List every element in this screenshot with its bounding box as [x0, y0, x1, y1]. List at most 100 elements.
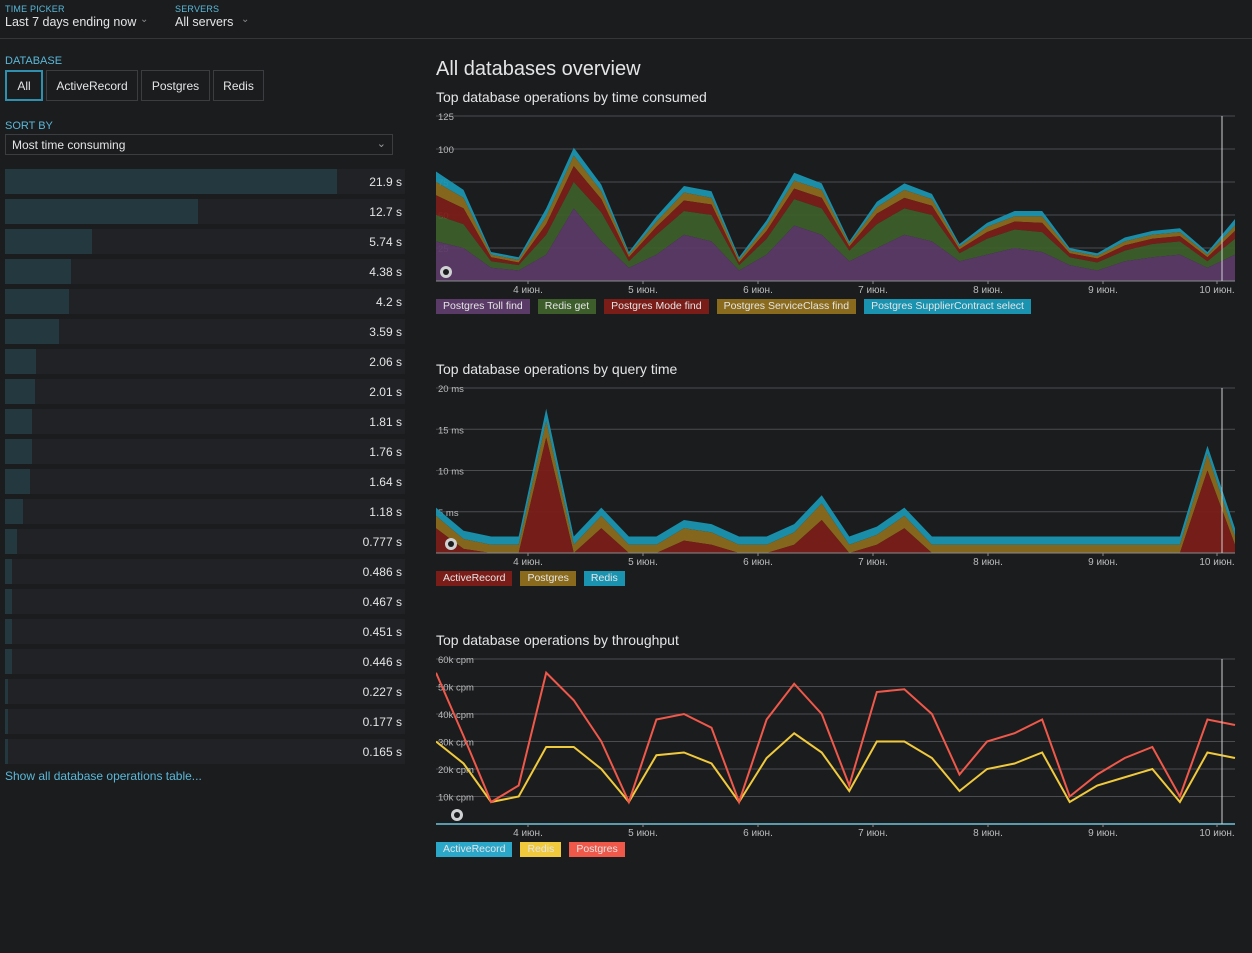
- chart-title-throughput: Top database operations by throughput: [436, 632, 679, 648]
- legend-item[interactable]: Postgres Mode find: [604, 299, 709, 314]
- eye-icon[interactable]: [445, 538, 457, 550]
- operation-time-value: 21.9 s: [369, 175, 402, 189]
- operation-time-value: 0.486 s: [362, 565, 402, 579]
- operation-time-value: 0.177 s: [362, 715, 402, 729]
- operation-time-bar: [5, 259, 72, 284]
- chevron-down-icon: ⌄: [241, 14, 250, 25]
- operation-time-value: 4.2 s: [375, 295, 402, 309]
- x-tick-label: 4 июн.: [513, 828, 543, 839]
- operation-time-value: 0.467 s: [362, 595, 402, 609]
- legend-item[interactable]: Postgres ServiceClass find: [716, 299, 857, 314]
- legend-item[interactable]: Redis: [583, 571, 625, 586]
- operation-row[interactable]: 1.81 s: [5, 409, 405, 434]
- operation-time-bar: [5, 199, 198, 224]
- operation-row[interactable]: 2.01 s: [5, 379, 405, 404]
- operation-time-bar: [5, 409, 33, 434]
- operation-time-value: 0.446 s: [362, 655, 402, 669]
- x-tick-label: 6 июн.: [743, 557, 773, 568]
- tab-activerecord[interactable]: ActiveRecord: [46, 70, 138, 101]
- operation-row[interactable]: 0.227 s: [5, 679, 405, 704]
- servers-picker[interactable]: SERVERS All servers ⌄: [175, 4, 255, 29]
- operation-row[interactable]: 4.38 s: [5, 259, 405, 284]
- operation-row[interactable]: 1.18 s: [5, 499, 405, 524]
- y-tick-label: 20k cpm: [438, 765, 474, 776]
- operation-row[interactable]: 0.165 s: [5, 739, 405, 764]
- operation-row[interactable]: 4.2 s: [5, 289, 405, 314]
- throughput-chart[interactable]: 10k cpm 20k cpm 30k cpm 40k cpm 50k cpm 60k c…: [436, 651, 1236, 841]
- time-picker-label: TIME PICKER: [5, 4, 65, 14]
- operation-time-value: 1.64 s: [369, 475, 402, 489]
- operation-row[interactable]: 0.467 s: [5, 589, 405, 614]
- database-tabs: All ActiveRecord Postgres Redis: [5, 70, 264, 101]
- legend-item[interactable]: Redis: [520, 842, 562, 857]
- tab-postgres[interactable]: Postgres: [141, 70, 210, 101]
- legend-item[interactable]: ActiveRecord: [436, 571, 513, 586]
- chart-svg: 5 ms 10 ms 15 ms 20 ms 4 июн. 5 июн. 6 июн. 7 и…: [436, 384, 1235, 568]
- operation-row[interactable]: 0.486 s: [5, 559, 405, 584]
- operation-row[interactable]: 2.06 s: [5, 349, 405, 374]
- x-tick-label: 10 июн.: [1199, 285, 1234, 296]
- legend-item[interactable]: Postgres: [520, 571, 576, 586]
- operation-row[interactable]: 1.76 s: [5, 439, 405, 464]
- chart-svg: 10k cpm 20k cpm 30k cpm 40k cpm 50k cpm 60k c…: [436, 655, 1236, 839]
- operation-time-bar: [5, 619, 12, 644]
- y-tick-label: 100: [438, 145, 454, 156]
- time-consumed-chart[interactable]: 2550751001254 июн.5 июн.6 июн.7 июн.8 ию…: [436, 108, 1236, 298]
- operation-row[interactable]: 0.446 s: [5, 649, 405, 674]
- x-tick-label: 7 июн.: [858, 557, 888, 568]
- legend-item[interactable]: Postgres SupplierContract select: [864, 299, 1031, 314]
- operation-time-value: 0.165 s: [362, 745, 402, 759]
- x-tick-label: 4 июн.: [513, 285, 543, 296]
- y-tick-label: 10k cpm: [438, 793, 474, 804]
- operation-row[interactable]: 0.451 s: [5, 619, 405, 644]
- operation-time-value: 12.7 s: [369, 205, 402, 219]
- chevron-down-icon: ⌄: [140, 14, 149, 25]
- series-area-redis[interactable]: [436, 408, 1235, 545]
- legend-item[interactable]: Postgres Toll find: [436, 299, 530, 314]
- series-area-postgres[interactable]: [436, 421, 1235, 553]
- operation-row[interactable]: 12.7 s: [5, 199, 405, 224]
- x-tick-label: 7 июн.: [858, 828, 888, 839]
- legend-item[interactable]: ActiveRecord: [436, 842, 513, 857]
- series-line-redis[interactable]: [436, 731, 1236, 804]
- tab-redis[interactable]: Redis: [213, 70, 264, 101]
- eye-icon[interactable]: [440, 266, 452, 278]
- operation-row[interactable]: 21.9 s: [5, 169, 405, 194]
- operation-time-bar: [5, 379, 36, 404]
- tab-all[interactable]: All: [5, 70, 43, 101]
- legend-item[interactable]: Redis get: [537, 299, 597, 314]
- legend-item[interactable]: Postgres: [569, 842, 625, 857]
- operation-time-bar: [5, 439, 32, 464]
- series-area-redis-get[interactable]: [436, 182, 1235, 271]
- operation-row[interactable]: 0.777 s: [5, 529, 405, 554]
- operation-time-bar: [5, 709, 8, 734]
- operation-time-value: 2.06 s: [369, 355, 402, 369]
- operation-time-bar: [5, 319, 60, 344]
- eye-icon[interactable]: [451, 809, 463, 821]
- query-time-chart[interactable]: 5 ms 10 ms 15 ms 20 ms 4 июн. 5 июн. 6 июн. 7 и…: [436, 380, 1236, 570]
- sort-by-select[interactable]: Most time consuming ⌄: [5, 134, 393, 155]
- operation-time-bar: [5, 169, 337, 194]
- x-tick-label: 4 июн.: [513, 557, 543, 568]
- operations-list: 21.9 s 12.7 s 5.74 s 4.38 s 4.2 s 3.59 s 2.06 …: [5, 169, 405, 769]
- x-tick-label: 9 июн.: [1088, 828, 1118, 839]
- time-picker[interactable]: TIME PICKER Last 7 days ending now ⌄: [5, 4, 150, 29]
- operation-time-bar: [5, 529, 17, 554]
- operation-row[interactable]: 3.59 s: [5, 319, 405, 344]
- show-all-link[interactable]: Show all database operations table...: [5, 769, 202, 783]
- series-area-postgres-toll-find[interactable]: [436, 208, 1235, 281]
- operation-time-bar: [5, 649, 12, 674]
- operation-row[interactable]: 0.177 s: [5, 709, 405, 734]
- x-tick-label: 8 июн.: [973, 557, 1003, 568]
- y-tick-label: 125: [438, 112, 454, 123]
- operation-row[interactable]: 1.64 s: [5, 469, 405, 494]
- throughput-legend: ActiveRecord Redis Postgres: [436, 842, 625, 857]
- operation-time-value: 5.74 s: [369, 235, 402, 249]
- x-tick-label: 5 июн.: [628, 285, 658, 296]
- top-bar: TIME PICKER Last 7 days ending now ⌄ SER…: [0, 0, 1252, 39]
- x-tick-label: 5 июн.: [628, 557, 658, 568]
- operation-row[interactable]: 5.74 s: [5, 229, 405, 254]
- x-tick-label: 10 июн.: [1199, 828, 1234, 839]
- operation-time-value: 2.01 s: [369, 385, 402, 399]
- series-line-postgres[interactable]: [436, 670, 1236, 806]
